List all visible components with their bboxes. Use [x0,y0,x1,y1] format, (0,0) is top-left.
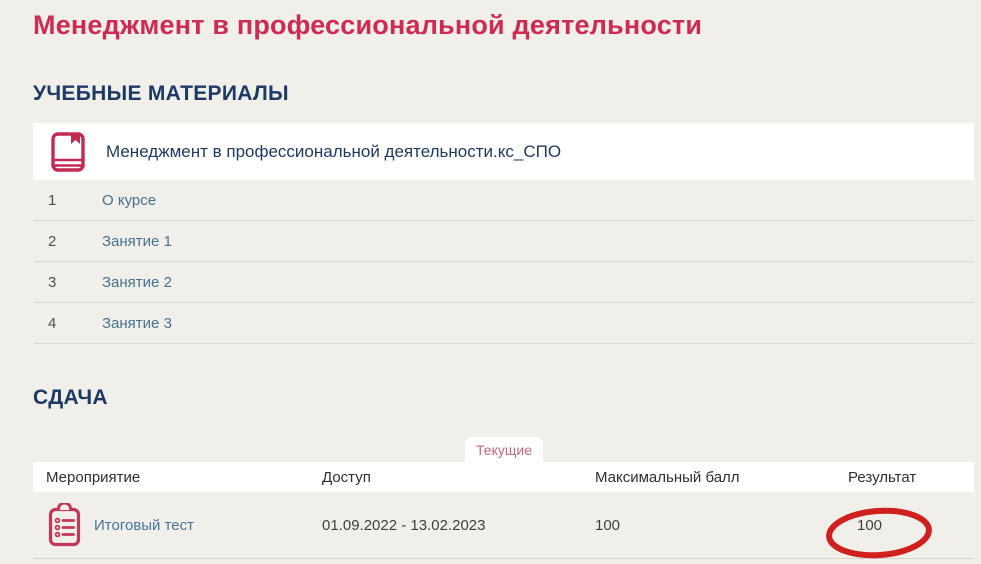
lesson-link-занятие-3[interactable]: Занятие 3 [102,314,172,332]
lesson-link-о-курсе[interactable]: О курсе [102,191,157,209]
course-title: Менеджмент в профессиональной деятельнос… [106,141,562,161]
table-row: Итоговый тест 01.09.2022 - 13.02.2023 10… [33,492,974,559]
column-header-max-score: Максимальный балл [595,468,740,486]
book-icon [50,131,86,173]
lesson-row: 4 Занятие 3 [33,303,974,344]
lesson-row: 2 Занятие 1 [33,221,974,262]
column-header-event: Мероприятие [46,468,141,486]
page-title: Менеджмент в профессиональной деятельнос… [33,10,703,40]
lesson-number: 2 [48,232,57,250]
materials-section-heading: УЧЕБНЫЕ МАТЕРИАЛЫ [33,82,289,105]
table-header-row: Мероприятие Доступ Максимальный балл Рез… [33,462,974,492]
event-cell: Итоговый тест [33,501,322,547]
lesson-row: 1 О курсе [33,180,974,221]
lesson-link-занятие-1[interactable]: Занятие 1 [102,232,172,250]
column-header-access: Доступ [322,468,371,486]
event-link-final-test[interactable]: Итоговый тест [94,516,195,534]
results-table: Мероприятие Доступ Максимальный балл Рез… [33,462,974,559]
max-score-value: 100 [595,516,621,534]
clipboard-list-icon [48,501,81,547]
result-value: 100 [857,516,883,534]
lesson-link-занятие-2[interactable]: Занятие 2 [102,273,172,291]
tab-current[interactable]: Текущие [465,437,543,462]
access-dates: 01.09.2022 - 13.02.2023 [322,516,486,534]
lesson-number: 3 [48,273,57,291]
column-header-result: Результат [848,468,917,486]
lesson-row: 3 Занятие 2 [33,262,974,303]
course-material-card[interactable]: Менеджмент в профессиональной деятельнос… [33,123,974,180]
lesson-number: 1 [48,191,57,209]
lesson-number: 4 [48,314,57,332]
lessons-list: 1 О курсе 2 Занятие 1 3 Занятие 2 4 Заня… [33,180,974,344]
submission-section-heading: СДАЧА [33,386,108,409]
result-cell: 100 [826,492,974,559]
